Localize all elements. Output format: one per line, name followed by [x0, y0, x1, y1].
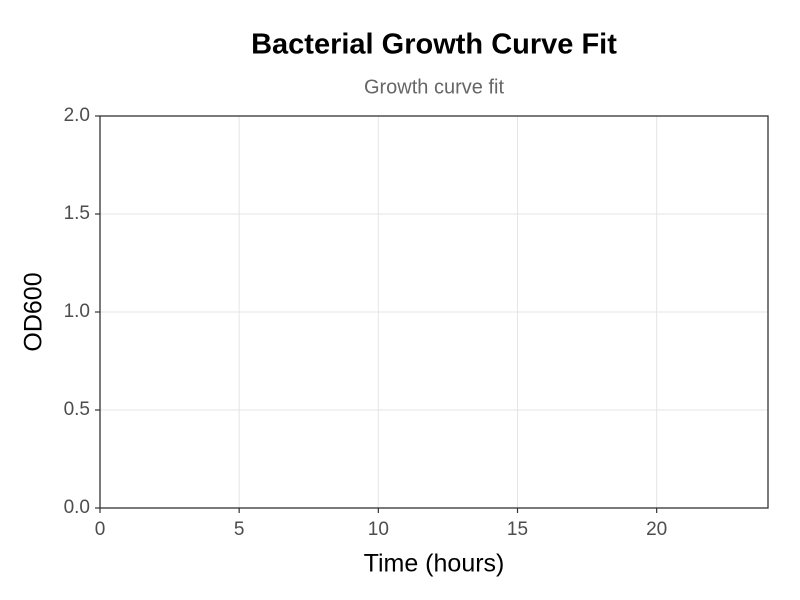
x-axis-label: Time (hours) — [364, 550, 505, 578]
y-tick-label: 0.0 — [64, 497, 90, 518]
x-tick-label: 20 — [646, 519, 667, 540]
chart-title: Bacterial Growth Curve Fit — [251, 29, 617, 61]
y-tick-label: 1.0 — [64, 301, 90, 322]
y-tick-label: 2.0 — [64, 105, 90, 126]
y-axis-label: OD600 — [20, 272, 48, 351]
x-tick-label: 10 — [368, 519, 389, 540]
y-tick-label: 1.5 — [64, 203, 90, 224]
x-tick-label: 15 — [507, 519, 528, 540]
y-tick-label: 0.5 — [64, 399, 90, 420]
chart-subtitle: Growth curve fit — [364, 76, 504, 98]
x-tick-label: 0 — [95, 519, 106, 540]
x-tick-label: 5 — [234, 519, 245, 540]
